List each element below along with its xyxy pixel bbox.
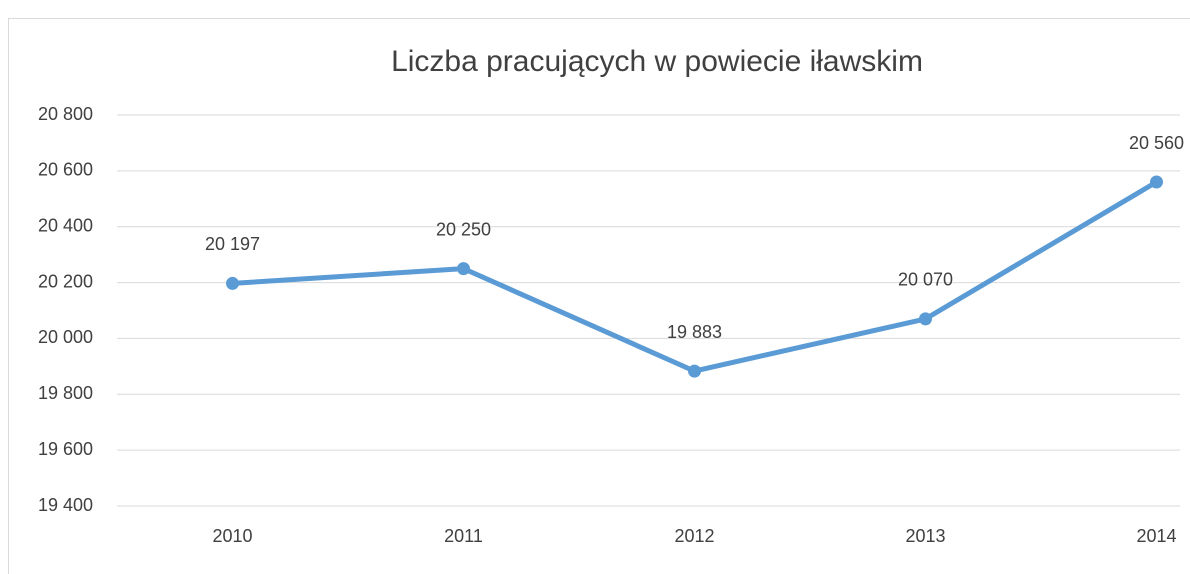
y-tick-label: 19 800 [38, 383, 93, 403]
y-tick-label: 20 600 [38, 160, 93, 180]
data-label: 20 250 [436, 219, 491, 239]
x-tick-label: 2013 [905, 526, 945, 546]
x-tick-label: 2011 [444, 526, 483, 546]
data-point [457, 262, 470, 276]
data-point [688, 364, 701, 378]
y-tick-label: 19 400 [38, 495, 93, 515]
data-point [1150, 175, 1163, 189]
data-point [226, 276, 239, 290]
data-point [919, 312, 932, 326]
data-label: 19 883 [667, 322, 722, 342]
y-tick-label: 19 600 [38, 439, 93, 459]
chart-title: Liczba pracujących w powiecie iławskim [391, 45, 923, 78]
data-label: 20 560 [1129, 133, 1184, 153]
y-tick-label: 20 000 [38, 327, 93, 347]
chart-frame [8, 18, 1190, 574]
data-label: 20 070 [898, 270, 953, 290]
x-tick-label: 2012 [674, 526, 714, 546]
y-tick-label: 20 800 [38, 104, 93, 124]
x-tick-label: 2014 [1136, 526, 1176, 546]
y-tick-label: 20 400 [38, 215, 93, 235]
y-tick-label: 20 200 [38, 271, 93, 291]
x-tick-label: 2010 [212, 526, 252, 546]
data-label: 20 197 [205, 234, 260, 254]
